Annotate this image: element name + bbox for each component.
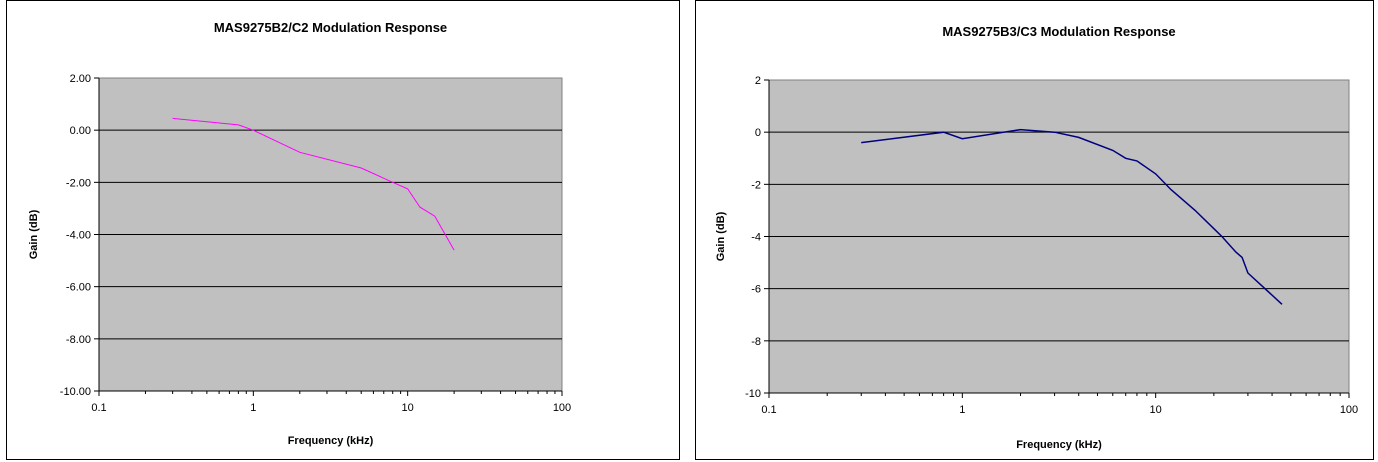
y-tick-label: -4.00 [66, 230, 91, 242]
y-tick-label: -10.00 [60, 386, 91, 398]
y-tick-label: -6.00 [66, 282, 91, 294]
x-tick-label: 10 [402, 402, 414, 414]
y-tick-label: -10 [745, 388, 761, 400]
series-line [172, 117, 455, 251]
x-tick-label: 100 [553, 402, 571, 414]
x-tick-label: 100 [1340, 404, 1358, 416]
x-axis-label: Frequency (kHz) [1016, 439, 1102, 451]
x-tick-label: 0.1 [91, 402, 106, 414]
chart-right-svg: MAS9275B3/C3 Modulation Response 2 0 -2 -4 -6… [715, 24, 1358, 451]
y-tick-label: 2.00 [70, 73, 91, 85]
y-tick-label: 2 [755, 75, 761, 87]
series-line [861, 128, 1283, 305]
x-tick-label: 0.1 [761, 404, 776, 416]
y-tick-label: -8.00 [66, 334, 91, 346]
y-tick-label: 0.00 [70, 125, 91, 137]
y-axis-label: Gain (dB) [715, 211, 727, 261]
x-tick-label: 1 [959, 404, 965, 416]
y-tick-label: -8 [751, 336, 761, 348]
y-tick-label: -4 [751, 232, 761, 244]
chart-title: MAS9275B3/C3 Modulation Response [942, 24, 1175, 39]
chart-left-svg: MAS9275B2/C2 Modulation Response 2.00 0.00… [28, 20, 571, 447]
x-tick-label: 10 [1150, 404, 1162, 416]
y-tick-label: -2 [751, 179, 761, 191]
x-tick-label: 1 [250, 402, 256, 414]
chart-title: MAS9275B2/C2 Modulation Response [214, 20, 447, 35]
y-axis-label: Gain (dB) [28, 209, 40, 259]
chart-panel-right: MAS9275B3/C3 Modulation Response 2 0 -2 -4 -6… [695, 0, 1374, 460]
y-tick-label: -2.00 [66, 177, 91, 189]
chart-panel-left: MAS9275B2/C2 Modulation Response 2.00 0.00… [6, 0, 680, 460]
y-tick-label: -6 [751, 284, 761, 296]
y-tick-label: 0 [755, 127, 761, 139]
x-axis-label: Frequency (kHz) [288, 435, 374, 447]
